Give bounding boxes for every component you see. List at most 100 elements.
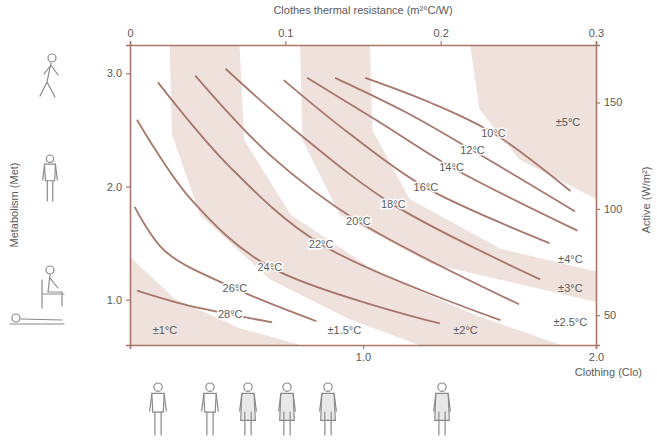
y2-tick-label: 100 (604, 203, 622, 215)
x-axis-title: Clothing (Clo) (575, 366, 642, 378)
y-tick-label: 3.0 (107, 67, 122, 79)
y2-tick: 50 (596, 309, 616, 321)
zone-label: ±1°C (153, 324, 178, 336)
x-axis: 1.0 2.0 (131, 345, 605, 363)
figure-body (241, 393, 256, 420)
curve-label: 14°C (439, 161, 464, 173)
figure-head (324, 383, 332, 391)
figure-icon (202, 383, 219, 435)
temperature-curve (195, 76, 519, 305)
figure-limbs (42, 275, 64, 308)
curve-label: 22°C (309, 238, 334, 250)
x2-tick-mark (285, 41, 286, 45)
y-axis-title: Metabolism (Met) (8, 163, 20, 248)
figure-head (48, 54, 56, 62)
y2-axis: 50 100 150 (596, 46, 622, 346)
figure-limbs (434, 394, 451, 435)
figure-head (244, 383, 252, 391)
figure-head (154, 383, 162, 391)
figure-limbs (150, 394, 167, 435)
figure-head (46, 155, 53, 162)
y-tick: 1.0 (107, 294, 130, 306)
zone-labels: ±1°C±1.5°C±2°C±2.5°C±3°C±4°C±5°C (153, 116, 588, 336)
y2-tick-label: 50 (604, 309, 616, 321)
zone-label: ±4°C (558, 253, 583, 265)
temperature-curve (226, 69, 541, 280)
y-tick: 3.0 (107, 67, 130, 79)
figure-icon (150, 383, 167, 435)
zone-label: ±1.5°C (328, 324, 362, 336)
figure-icon (240, 383, 257, 435)
zone-label: ±5°C (556, 116, 581, 128)
tolerance-region (470, 45, 596, 199)
x2-tick: 0.1 (278, 27, 293, 45)
temperature-curve (335, 78, 575, 212)
x-tick: 2.0 (589, 345, 604, 363)
y-axis-line (126, 46, 131, 346)
y2-tick-mark (596, 315, 600, 316)
y-tick-mark (126, 186, 130, 187)
temperature-curve (307, 78, 577, 231)
walking-icon (40, 54, 58, 97)
figure-body (321, 393, 336, 420)
curve-label: 18°C (381, 198, 406, 210)
figure-head (438, 383, 446, 391)
figure-head (283, 383, 291, 391)
x2-axis: 0 0.1 0.2 0.3 (127, 27, 604, 46)
y2-tick-mark (596, 209, 600, 210)
figure-icon (43, 155, 58, 201)
figure-limbs (10, 319, 64, 324)
y-tick: 2.0 (107, 181, 130, 193)
x2-tick-label: 0.2 (434, 27, 449, 39)
figure-limbs (40, 63, 58, 97)
curve-label: 24°C (258, 261, 283, 273)
x2-tick: 0.3 (589, 27, 604, 45)
y2-tick-label: 150 (604, 96, 622, 108)
figure-limbs (202, 394, 219, 435)
curve-label: 28°C (218, 308, 243, 320)
x2-tick-label: 0 (127, 27, 133, 39)
x2-tick: 0.2 (434, 27, 449, 45)
y-tick-mark (126, 300, 130, 301)
figure-body (204, 393, 216, 412)
plot-area (130, 45, 596, 345)
figure-limbs (320, 394, 337, 435)
y-axis: 1.0 2.0 3.0 (107, 46, 131, 346)
x-axis-line (131, 346, 597, 350)
x-tick: 1.0 (356, 345, 371, 363)
x2-axis-line (131, 41, 597, 46)
temperature-curve (137, 291, 272, 323)
y2-tick-mark (596, 102, 600, 103)
figure-head (12, 314, 20, 322)
zone-label: ±2.5°C (554, 316, 588, 328)
chart-container: 1.0 2.0 3.0 1.0 2.0 50 100 150 0 0.1 0.2 0.3 10°C 12°… (0, 0, 657, 448)
temperature-curve (137, 120, 440, 324)
temperature-curve (135, 207, 317, 321)
figure-icon (279, 383, 296, 435)
y2-tick: 100 (596, 203, 622, 215)
temperature-curve (158, 82, 501, 320)
curve-label: 26°C (223, 282, 248, 294)
lying-icon (10, 314, 64, 324)
x-tick-mark (363, 345, 364, 349)
curve-label: 10°C (481, 127, 506, 139)
figures (10, 54, 450, 435)
figure-limbs (240, 394, 257, 435)
y-tick-label: 2.0 (107, 181, 122, 193)
x-tick-label: 2.0 (589, 351, 604, 363)
x2-tick-label: 0.3 (589, 27, 604, 39)
curve-label: 12°C (460, 144, 485, 156)
x2-tick-mark (130, 41, 131, 45)
zone-label: ±3°C (558, 282, 583, 294)
x2-tick-mark (596, 41, 597, 45)
figure-icon (320, 383, 337, 435)
x2-tick-label: 0.1 (278, 27, 293, 39)
figure-head (206, 383, 214, 391)
y2-axis-title: Active (W/m²) (640, 167, 652, 234)
figure-icon (434, 383, 451, 435)
y2-tick: 150 (596, 96, 622, 108)
x2-tick: 0 (127, 27, 133, 45)
y-tick-label: 1.0 (107, 294, 122, 306)
curve-labels: 10°C12°C14°C16°C18°C20°C22°C24°C26°C28°C (218, 127, 506, 320)
chart-svg: 1.0 2.0 3.0 1.0 2.0 50 100 150 0 0.1 0.2 0.3 10°C 12°… (0, 0, 657, 448)
